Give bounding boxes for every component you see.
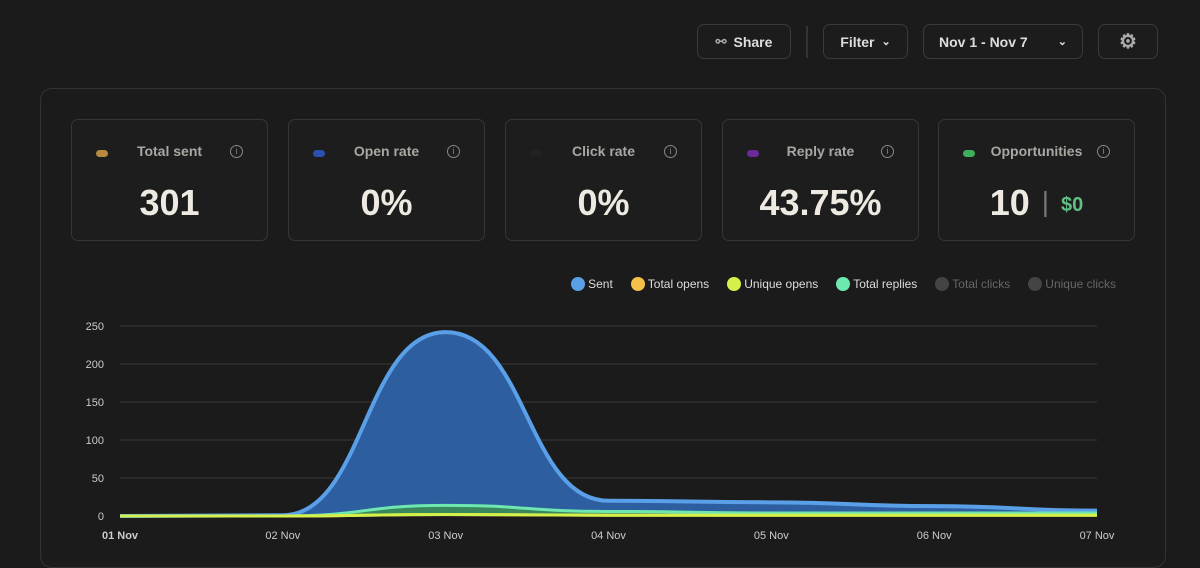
color-dot-icon: [313, 150, 325, 157]
info-icon[interactable]: i: [230, 145, 243, 158]
stat-value-row: 301: [72, 182, 267, 224]
legend-item-total-clicks[interactable]: Total clicks: [935, 277, 1010, 291]
amount-value: $0: [1061, 194, 1084, 216]
x-tick-label: 07 Nov: [1080, 530, 1115, 542]
divider: |: [1041, 186, 1050, 217]
stat-label: Reply rate: [786, 143, 855, 159]
legend-item-total-replies[interactable]: Total replies: [836, 277, 917, 291]
legend-swatch-icon: [935, 277, 950, 291]
y-tick-label: 0: [98, 511, 104, 523]
divider: [806, 26, 808, 58]
share-button[interactable]: ⚯ Share: [697, 24, 791, 59]
stat-value-row: 10 | $0: [939, 182, 1134, 224]
series-area-sent: [120, 332, 1097, 516]
series-line-unique-opens: [119, 512, 1097, 518]
legend-swatch-icon: [571, 277, 586, 291]
stat-label: Total sent: [136, 143, 203, 159]
gear-icon: ⚙: [1119, 31, 1137, 53]
legend-item-sent[interactable]: Sent: [571, 277, 613, 291]
legend-swatch-icon: [1028, 277, 1043, 291]
color-dot-icon: [747, 150, 759, 157]
stat-label: Click rate: [571, 143, 636, 159]
legend-swatch-icon: [630, 277, 645, 291]
stat-card-click-rate: Click rate i 0%: [505, 119, 702, 241]
stat-value: 0%: [360, 182, 413, 223]
filter-button[interactable]: Filter ⌄: [823, 24, 908, 59]
chart-legend: Sent Total opens Unique opens Total replies…: [571, 277, 1116, 291]
info-icon[interactable]: i: [447, 145, 460, 158]
y-tick-label: 50: [92, 473, 104, 485]
info-icon[interactable]: i: [881, 145, 894, 158]
stat-value-row: 0%: [289, 182, 484, 224]
settings-button[interactable]: ⚙: [1098, 24, 1158, 59]
legend-swatch-icon: [727, 277, 742, 291]
stat-label: Opportunities: [990, 143, 1083, 159]
x-tick-label: 06 Nov: [917, 530, 952, 542]
stat-card-open-rate: Open rate i 0%: [288, 119, 485, 241]
y-tick-label: 250: [86, 321, 104, 333]
x-tick-label: 02 Nov: [265, 530, 300, 542]
info-icon[interactable]: i: [1097, 145, 1110, 158]
y-tick-label: 200: [86, 359, 104, 371]
stat-card-opportunities: Opportunities i 10 | $0: [938, 119, 1135, 241]
stat-value: 10: [989, 182, 1030, 223]
stat-value: 301: [139, 182, 200, 223]
stat-value-row: 0%: [506, 182, 701, 224]
y-tick-label: 150: [86, 397, 104, 409]
share-icon: ⚯: [715, 33, 727, 49]
sent-chart: 0 50 100 150 200 250 01 Nov 02 Nov 03 Nov 04 Nov 0…: [86, 321, 1115, 542]
color-dot-icon: [963, 150, 975, 157]
stat-value: 43.75%: [759, 182, 882, 223]
legend-item-total-opens[interactable]: Total opens: [630, 277, 709, 291]
chevron-down-icon: ⌄: [1057, 36, 1067, 48]
series-line-sent: [119, 330, 1098, 518]
stat-value-row: 43.75%: [723, 182, 918, 224]
x-tick-label: 01 Nov: [102, 530, 139, 542]
x-tick-label: 03 Nov: [428, 530, 463, 542]
info-icon[interactable]: i: [664, 145, 677, 158]
date-range-select[interactable]: Nov 1 - Nov 7 ⌄: [923, 24, 1083, 59]
stat-label: Open rate: [353, 143, 420, 159]
x-tick-label: 05 Nov: [754, 530, 789, 542]
chevron-down-icon: ⌄: [881, 36, 891, 48]
stat-card-total-sent: Total sent i 301: [71, 119, 268, 241]
stat-value: 0%: [577, 182, 630, 223]
legend-item-unique-clicks[interactable]: Unique clicks: [1028, 277, 1116, 291]
legend-swatch-icon: [836, 277, 851, 291]
color-dot-icon: [96, 150, 108, 157]
legend-item-unique-opens[interactable]: Unique opens: [727, 277, 818, 291]
y-tick-label: 100: [86, 435, 104, 447]
stat-card-reply-rate: Reply rate i 43.75%: [722, 119, 919, 241]
x-tick-label: 04 Nov: [591, 530, 626, 542]
color-dot-icon: [530, 150, 542, 157]
